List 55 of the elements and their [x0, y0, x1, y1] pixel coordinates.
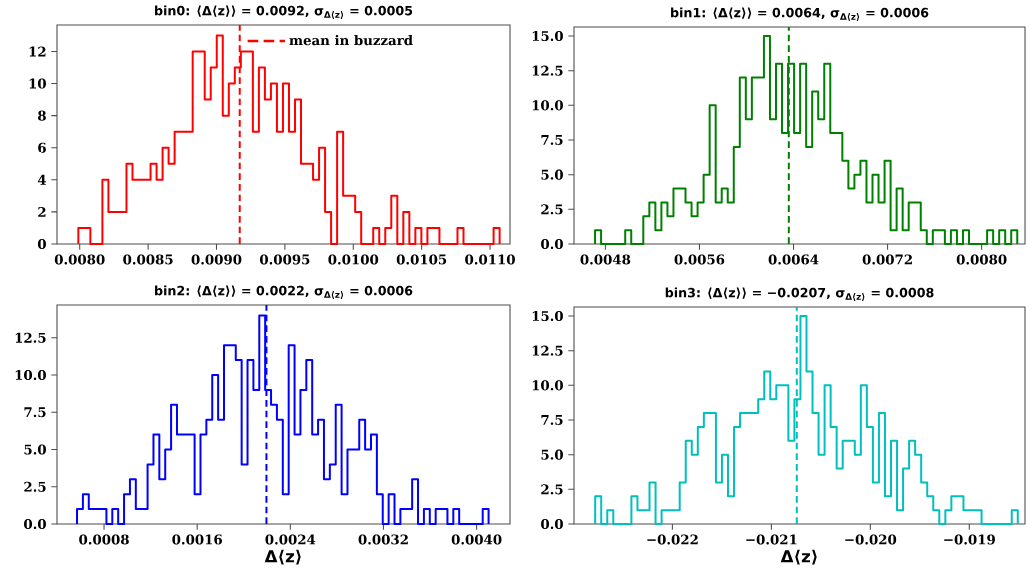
x-tick-label: 0.0032 [358, 534, 408, 545]
x-tick-label: −0.022 [647, 534, 698, 545]
x-tick-label: 0.0085 [123, 254, 173, 265]
y-tick-label: 12.5 [15, 332, 46, 343]
x-tick-label: 0.0064 [768, 254, 819, 265]
y-tick-label: 2 [38, 206, 46, 217]
y-tick-label: 5.0 [541, 169, 563, 180]
x-tick-label: 0.0080 [54, 254, 105, 265]
y-tick-label: 0.0 [541, 238, 563, 250]
y-tick-label: 6 [38, 142, 46, 153]
y-tick-label: 7.5 [541, 135, 563, 145]
x-tick-label: 0.0110 [465, 254, 515, 265]
x-tick-label: 0.0048 [580, 254, 631, 265]
x-tick-label: 0.0072 [862, 254, 912, 265]
x-axis-title: Δ⟨z⟩ [264, 549, 301, 565]
y-tick-label: 12 [29, 46, 46, 57]
y-tick-label: 12.5 [532, 345, 563, 356]
x-tick-label: 0.0016 [172, 534, 222, 545]
y-tick-label: 15.0 [532, 30, 563, 42]
y-tick-label: 2.5 [541, 204, 563, 215]
y-tick-label: 8 [38, 110, 46, 121]
y-tick-label: 0 [37, 238, 46, 250]
x-axis-title: Δ⟨z⟩ [780, 549, 817, 565]
chart-title: bin2: ⟨Δ⟨z⟩⟩ = 0.0022, σ$_{Δ⟨z⟩}$ = 0.0006 [155, 285, 413, 299]
y-tick-label: 7.5 [541, 415, 563, 425]
x-tick-label: 0.0090 [191, 254, 242, 265]
chart-title: bin0: ⟨Δ⟨z⟩⟩ = 0.0092, σ$_{Δ⟨z⟩}$ = 0.0005 [155, 5, 413, 19]
x-tick-label: 0.0095 [259, 254, 310, 265]
y-tick-label: 0.0 [541, 518, 563, 530]
y-tick-label: 10.0 [532, 100, 563, 111]
x-tick-label: 0.0008 [79, 534, 129, 545]
x-tick-label: 0.0040 [451, 534, 502, 545]
x-tick-label: 0.0056 [674, 254, 725, 265]
y-tick-label: 0.0 [24, 518, 46, 530]
y-tick-label: 2.5 [541, 484, 563, 495]
y-tick-label: 10 [29, 78, 46, 89]
x-tick-label: 0.0024 [265, 534, 316, 545]
y-tick-label: 10.0 [15, 369, 46, 381]
y-tick-label: 2.5 [24, 481, 46, 492]
x-tick-label: 0.0100 [328, 254, 379, 265]
y-tick-label: 15.0 [532, 310, 563, 322]
x-tick-label: 0.0080 [956, 254, 1007, 265]
chart-title: bin1: ⟨Δ⟨z⟩⟩ = 0.0064, σ$_{Δ⟨z⟩}$ = 0.0006 [671, 7, 929, 21]
ref-line-label: mean in buzzard [289, 34, 413, 46]
y-tick-label: 10.0 [532, 380, 563, 391]
y-tick-label: 5.0 [24, 444, 46, 455]
y-tick-label: 12.5 [532, 65, 563, 76]
y-tick-label: 4 [37, 174, 47, 185]
x-tick-label: −0.021 [746, 534, 797, 545]
y-tick-label: 7.5 [24, 407, 46, 418]
x-tick-label: 0.0105 [396, 254, 447, 265]
chart-title: bin3: ⟨Δ⟨z⟩⟩ = −0.0207, σ$_{Δ⟨z⟩}$ = 0.0008 [665, 287, 934, 301]
x-tick-label: −0.020 [845, 534, 897, 545]
y-tick-label: 5.0 [541, 449, 563, 460]
x-tick-label: −0.019 [944, 534, 995, 545]
